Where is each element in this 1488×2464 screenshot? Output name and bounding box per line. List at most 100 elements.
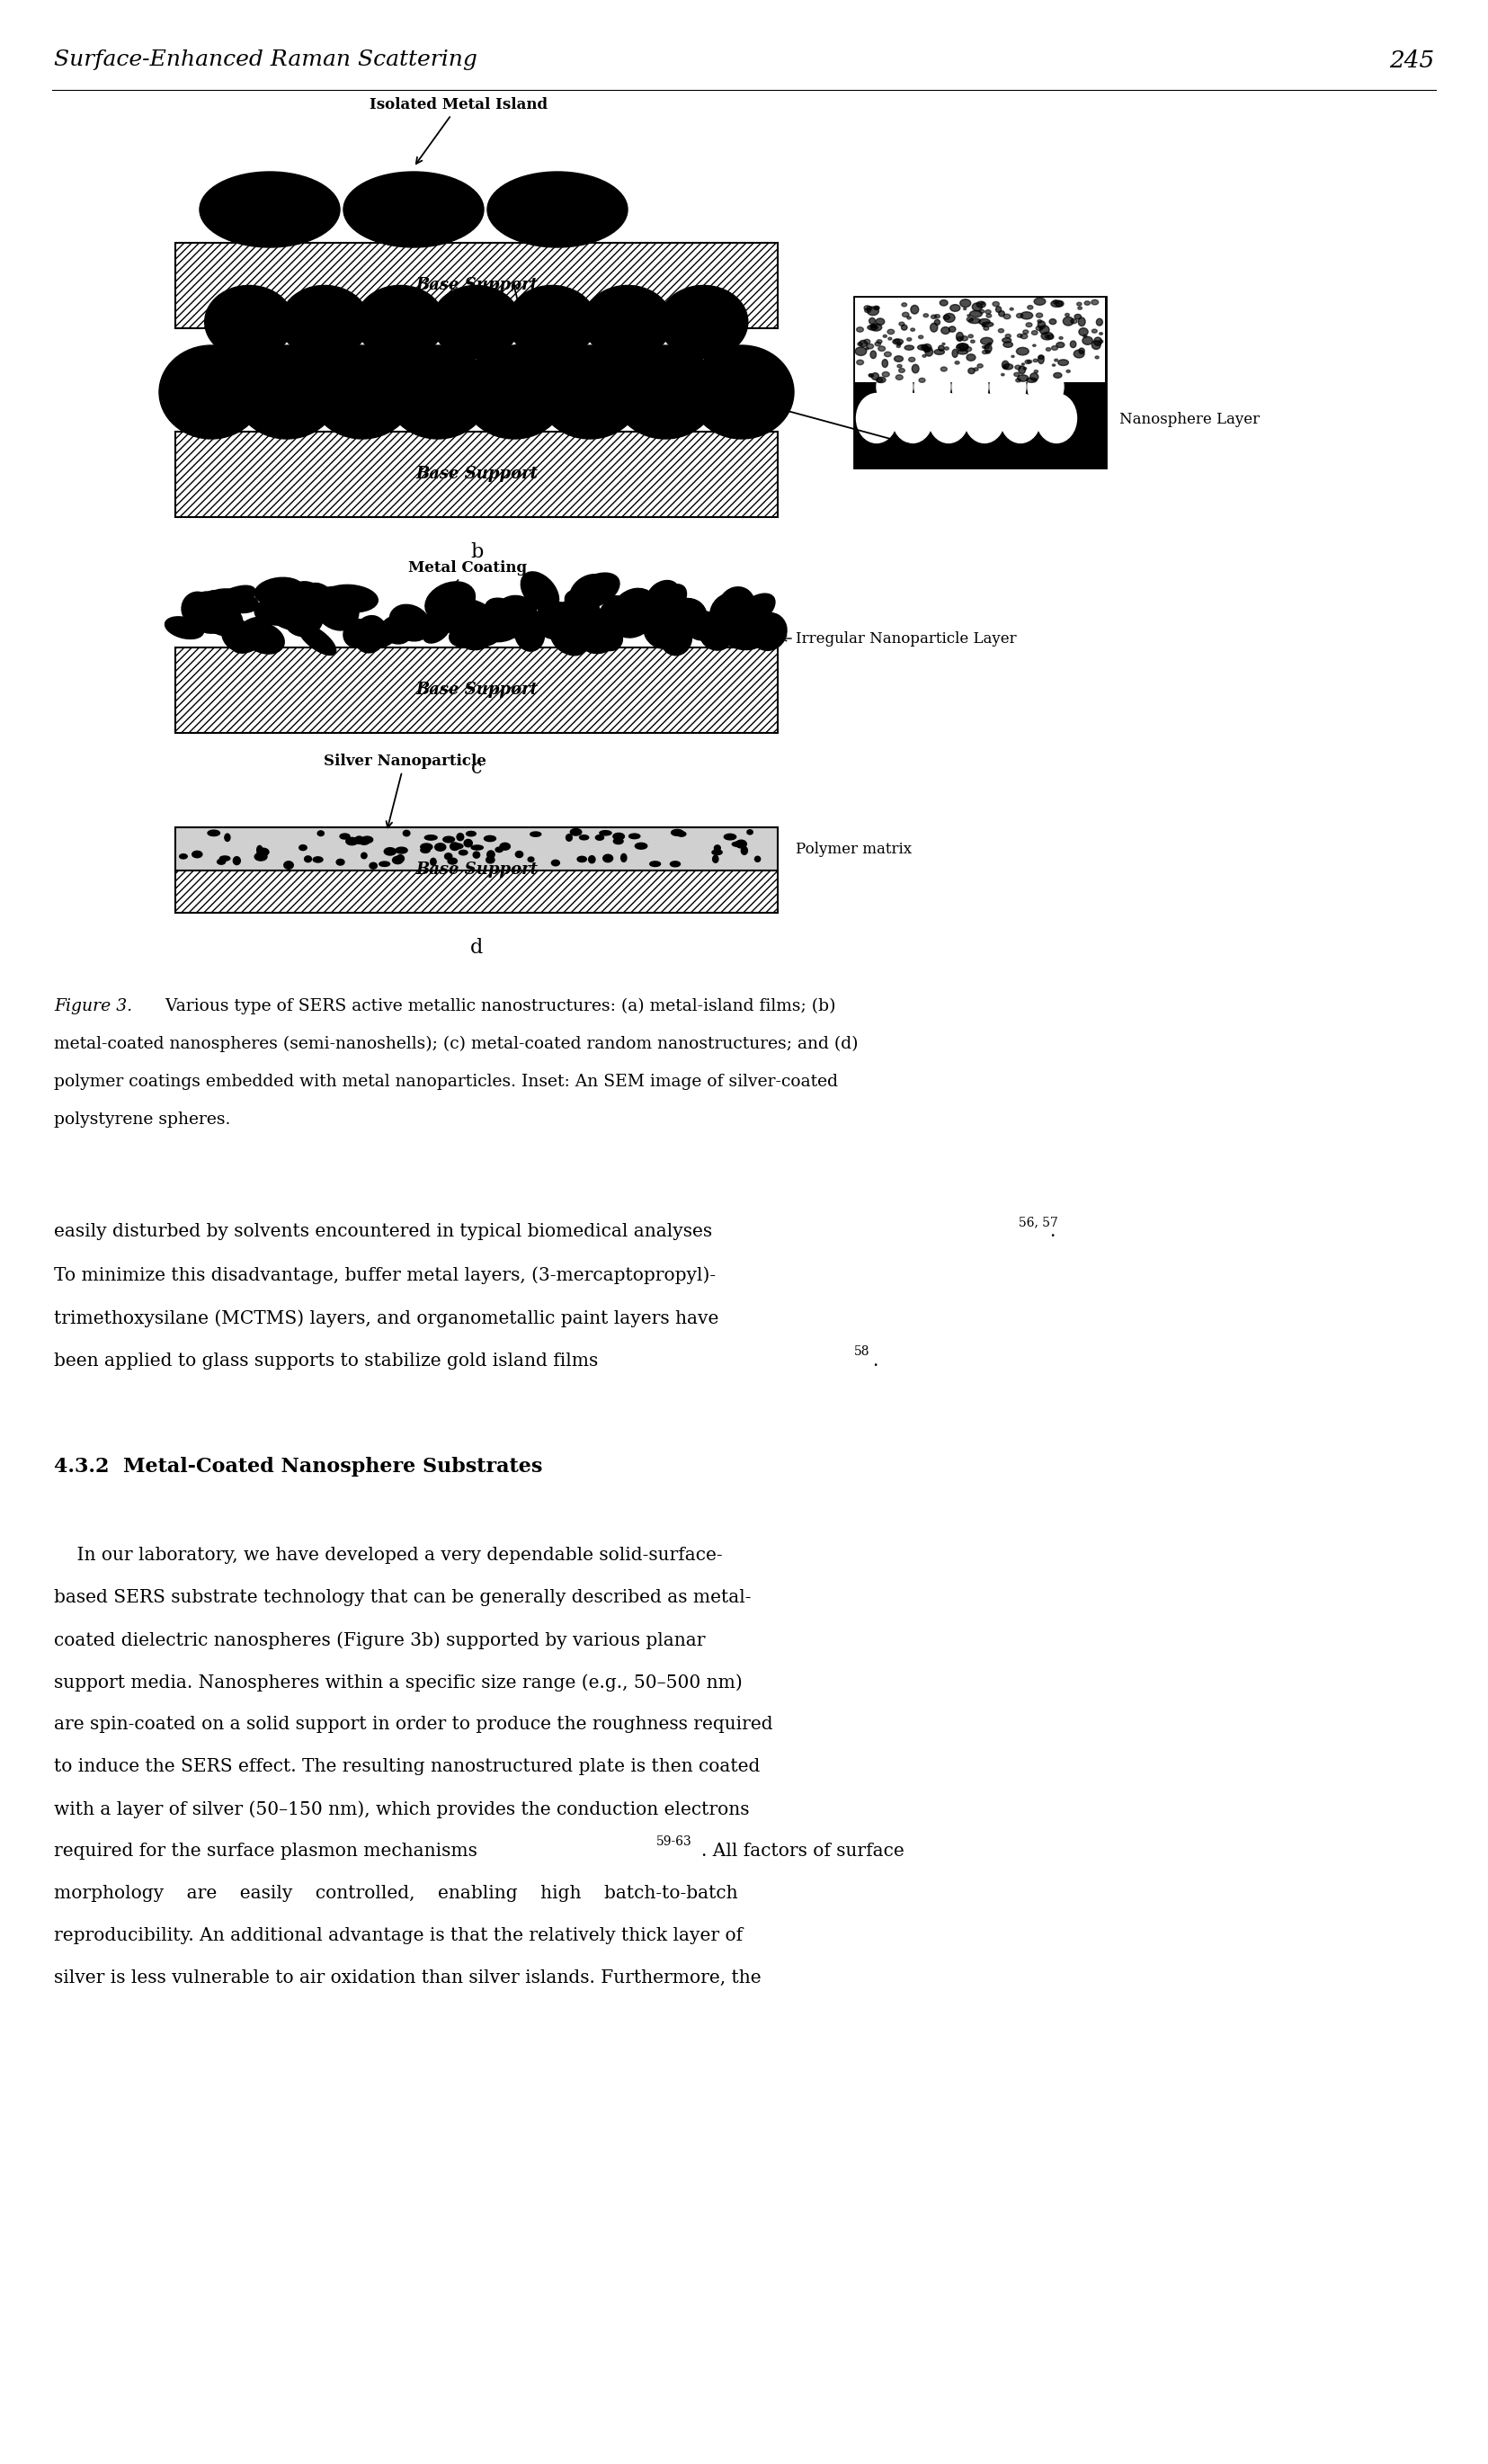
Ellipse shape xyxy=(635,843,647,850)
Ellipse shape xyxy=(1054,301,1058,303)
Ellipse shape xyxy=(390,604,430,641)
Ellipse shape xyxy=(1027,377,1037,382)
Ellipse shape xyxy=(314,586,359,631)
Ellipse shape xyxy=(934,315,940,318)
Ellipse shape xyxy=(610,589,658,638)
Ellipse shape xyxy=(1022,330,1028,333)
Ellipse shape xyxy=(987,313,991,318)
Ellipse shape xyxy=(432,606,467,633)
Ellipse shape xyxy=(671,830,683,835)
Ellipse shape xyxy=(737,840,747,848)
Ellipse shape xyxy=(299,845,307,850)
Ellipse shape xyxy=(1070,318,1077,323)
Ellipse shape xyxy=(1045,335,1049,338)
Ellipse shape xyxy=(1036,313,1043,318)
Ellipse shape xyxy=(369,862,376,870)
Ellipse shape xyxy=(955,362,960,365)
Text: silver is less vulnerable to air oxidation than silver islands. Furthermore, the: silver is less vulnerable to air oxidati… xyxy=(54,1969,762,1986)
Ellipse shape xyxy=(872,372,879,379)
Ellipse shape xyxy=(254,853,266,860)
Ellipse shape xyxy=(406,614,440,638)
Ellipse shape xyxy=(911,306,918,313)
Ellipse shape xyxy=(960,298,970,308)
Ellipse shape xyxy=(629,601,679,636)
Ellipse shape xyxy=(686,611,719,641)
Ellipse shape xyxy=(217,860,225,865)
Ellipse shape xyxy=(558,601,598,623)
Ellipse shape xyxy=(565,835,571,840)
Ellipse shape xyxy=(528,857,534,862)
Ellipse shape xyxy=(931,315,936,318)
Ellipse shape xyxy=(951,306,960,310)
Ellipse shape xyxy=(496,596,531,621)
Ellipse shape xyxy=(565,589,598,616)
Ellipse shape xyxy=(884,352,891,357)
Ellipse shape xyxy=(985,345,991,352)
Ellipse shape xyxy=(354,616,387,653)
Ellipse shape xyxy=(284,862,293,870)
Text: .: . xyxy=(872,1353,878,1370)
Ellipse shape xyxy=(920,377,926,382)
Ellipse shape xyxy=(165,616,204,638)
Ellipse shape xyxy=(476,611,504,646)
Ellipse shape xyxy=(196,591,231,631)
Ellipse shape xyxy=(1028,365,1064,409)
Ellipse shape xyxy=(1079,347,1085,355)
Ellipse shape xyxy=(1040,325,1049,335)
Ellipse shape xyxy=(329,601,359,626)
Ellipse shape xyxy=(857,394,897,444)
Ellipse shape xyxy=(1055,301,1064,306)
Ellipse shape xyxy=(622,596,650,618)
Text: metal-coated nanospheres (semi-nanoshells); (c) metal-coated random nanostructur: metal-coated nanospheres (semi-nanoshell… xyxy=(54,1035,859,1052)
Ellipse shape xyxy=(894,355,903,362)
Ellipse shape xyxy=(939,345,945,350)
Ellipse shape xyxy=(893,394,933,444)
Ellipse shape xyxy=(1037,320,1045,328)
Ellipse shape xyxy=(562,601,603,638)
Ellipse shape xyxy=(857,360,863,365)
Ellipse shape xyxy=(269,609,312,631)
Ellipse shape xyxy=(857,328,863,333)
Ellipse shape xyxy=(458,850,467,855)
Ellipse shape xyxy=(902,325,908,330)
Ellipse shape xyxy=(1079,318,1085,325)
Ellipse shape xyxy=(644,611,682,648)
Text: To minimize this disadvantage, buffer metal layers, (3-mercaptopropyl)-: To minimize this disadvantage, buffer me… xyxy=(54,1266,716,1284)
Ellipse shape xyxy=(899,370,905,372)
Ellipse shape xyxy=(1085,301,1091,306)
Ellipse shape xyxy=(863,340,870,345)
Ellipse shape xyxy=(934,350,945,355)
Ellipse shape xyxy=(923,345,931,352)
Text: easily disturbed by solvents encountered in typical biomedical analyses: easily disturbed by solvents encountered… xyxy=(54,1222,713,1239)
Text: Isolated Metal Island: Isolated Metal Island xyxy=(369,96,548,163)
Ellipse shape xyxy=(466,830,476,835)
Ellipse shape xyxy=(868,325,878,330)
Ellipse shape xyxy=(1046,347,1051,350)
Text: coated dielectric nanospheres (Figure 3b) supported by various planar: coated dielectric nanospheres (Figure 3b… xyxy=(54,1631,705,1648)
Ellipse shape xyxy=(1034,370,1039,372)
Ellipse shape xyxy=(870,325,876,328)
Ellipse shape xyxy=(1065,313,1070,315)
Ellipse shape xyxy=(876,340,882,342)
Ellipse shape xyxy=(710,594,751,633)
Ellipse shape xyxy=(205,586,256,616)
Ellipse shape xyxy=(737,594,775,626)
Ellipse shape xyxy=(940,367,946,372)
Text: Polymer matrix: Polymer matrix xyxy=(796,840,912,857)
Ellipse shape xyxy=(754,857,760,862)
Ellipse shape xyxy=(1077,303,1082,306)
Ellipse shape xyxy=(551,621,588,655)
Ellipse shape xyxy=(272,584,314,628)
Ellipse shape xyxy=(1058,360,1068,365)
Ellipse shape xyxy=(870,323,882,330)
Ellipse shape xyxy=(576,616,618,653)
Ellipse shape xyxy=(992,301,1000,306)
Ellipse shape xyxy=(448,857,457,865)
Ellipse shape xyxy=(905,345,914,350)
Ellipse shape xyxy=(570,574,606,606)
Ellipse shape xyxy=(902,303,906,306)
Ellipse shape xyxy=(713,850,722,855)
Ellipse shape xyxy=(298,623,336,655)
Ellipse shape xyxy=(507,286,597,357)
Text: d: d xyxy=(470,939,484,958)
